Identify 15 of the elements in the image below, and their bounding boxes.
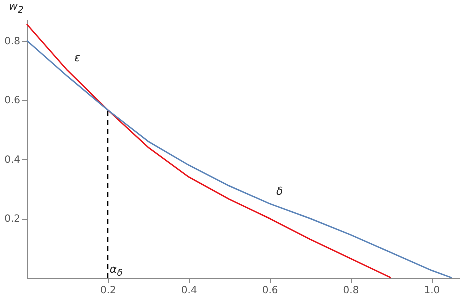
y-tick-label: 0.6 [4, 96, 20, 107]
series-label: δ [276, 184, 284, 198]
line-series [26, 24, 392, 279]
y-tick-label: 0.2 [4, 214, 20, 226]
series-label: ε [74, 51, 80, 64]
y-tick-label: 0.8 [4, 36, 20, 48]
x-tick-label: 0.2 [100, 286, 116, 296]
y-axis-title: w$_{2}$ [9, 0, 24, 16]
x-tick-label: 0.8 [343, 286, 360, 296]
x-tick-label: 0.4 [181, 286, 198, 296]
x-tick-label: 0.6 [262, 286, 278, 296]
x-axis-title: α$_{δ}$ [110, 263, 123, 280]
x-tick-label: 1.0 [424, 286, 440, 296]
y-tick-label: 0.4 [4, 154, 20, 166]
line-series [26, 40, 453, 279]
